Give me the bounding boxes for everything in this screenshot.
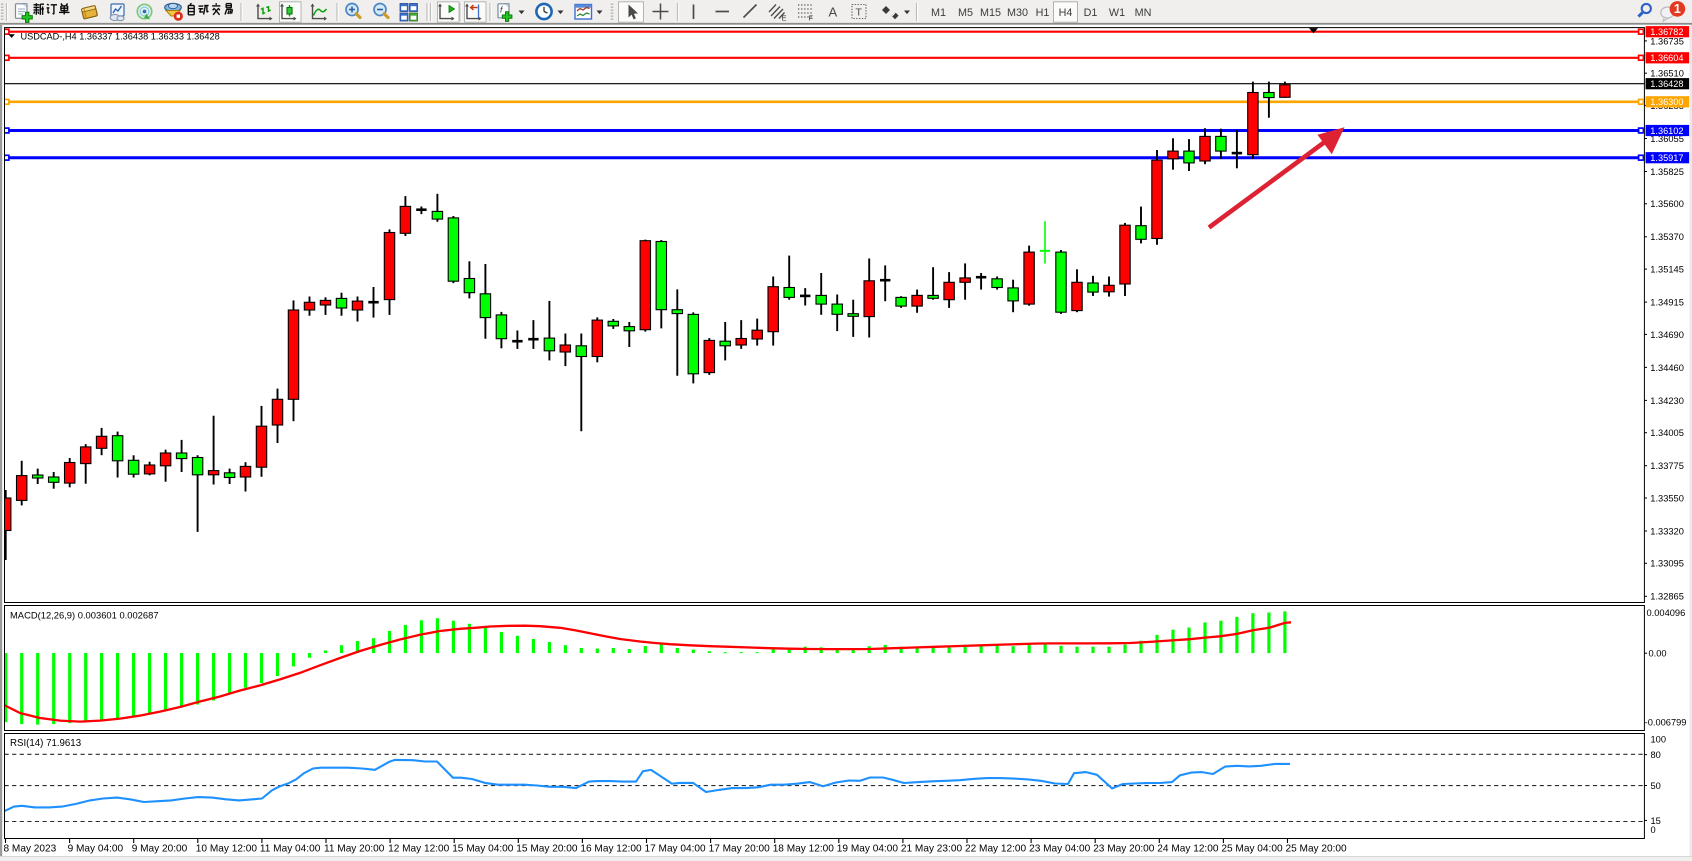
svg-text:F: F	[809, 14, 814, 23]
svg-text:1.35600: 1.35600	[1650, 199, 1684, 209]
svg-text:1.36510: 1.36510	[1650, 69, 1684, 79]
svg-text:0: 0	[1651, 825, 1656, 835]
svg-text:1.35825: 1.35825	[1650, 167, 1684, 177]
svg-text:1.33095: 1.33095	[1650, 559, 1684, 569]
svg-text:22 May 12:00: 22 May 12:00	[965, 844, 1027, 855]
svg-text:12 May 12:00: 12 May 12:00	[388, 844, 450, 855]
svg-text:1.36428: 1.36428	[1650, 79, 1683, 89]
svg-text:1.34915: 1.34915	[1650, 298, 1684, 308]
svg-text:0.004096: 0.004096	[1647, 608, 1686, 618]
svg-text:23 May 20:00: 23 May 20:00	[1093, 844, 1155, 855]
svg-text:15 May 20:00: 15 May 20:00	[516, 844, 578, 855]
svg-text:E: E	[782, 14, 787, 23]
svg-text:11 May 04:00: 11 May 04:00	[260, 844, 321, 855]
svg-text:1.35917: 1.35917	[1650, 153, 1683, 163]
svg-text:21 May 23:00: 21 May 23:00	[901, 844, 963, 855]
svg-text:1.36604: 1.36604	[1650, 53, 1683, 63]
svg-text:8 May 2023: 8 May 2023	[4, 844, 57, 855]
svg-text:19 May 04:00: 19 May 04:00	[837, 844, 899, 855]
svg-text:1.34690: 1.34690	[1650, 330, 1684, 340]
svg-text:1.33775: 1.33775	[1650, 461, 1684, 471]
svg-text:USDCAD-,H4 1.36337 1.36438 1.: USDCAD-,H4 1.36337 1.36438 1.36333 1.364…	[21, 31, 220, 41]
svg-text:9 May 20:00: 9 May 20:00	[132, 844, 188, 855]
svg-text:24 May 12:00: 24 May 12:00	[1157, 844, 1219, 855]
svg-text:10 May 12:00: 10 May 12:00	[196, 844, 258, 855]
svg-text:18 May 12:00: 18 May 12:00	[773, 844, 835, 855]
svg-text:16 May 12:00: 16 May 12:00	[580, 844, 642, 855]
svg-text:17 May 04:00: 17 May 04:00	[645, 844, 707, 855]
svg-text:100: 100	[1651, 734, 1667, 744]
svg-text:1.33550: 1.33550	[1650, 493, 1684, 503]
svg-text:1.36735: 1.36735	[1650, 36, 1684, 46]
svg-text:1.35145: 1.35145	[1650, 265, 1684, 275]
svg-text:1.34230: 1.34230	[1650, 396, 1684, 406]
svg-text:1.34460: 1.34460	[1650, 363, 1684, 373]
svg-text:MN: MN	[1135, 7, 1152, 19]
svg-text:80: 80	[1651, 750, 1661, 760]
svg-text:0.00: 0.00	[1649, 649, 1667, 659]
svg-text:M15: M15	[980, 7, 1001, 19]
svg-text:15 May 04:00: 15 May 04:00	[452, 844, 514, 855]
svg-text:1.35370: 1.35370	[1650, 232, 1684, 242]
svg-text:15: 15	[1651, 816, 1661, 826]
svg-text:25 May 04:00: 25 May 04:00	[1221, 844, 1283, 855]
svg-text:f: f	[500, 5, 504, 15]
svg-text:RSI(14) 71.9613: RSI(14) 71.9613	[10, 738, 81, 749]
svg-text:9 May 04:00: 9 May 04:00	[68, 844, 124, 855]
svg-text:D1: D1	[1084, 7, 1098, 19]
svg-text:W1: W1	[1109, 7, 1125, 19]
svg-text:M1: M1	[931, 7, 946, 19]
svg-text:H1: H1	[1036, 7, 1050, 19]
svg-text:A: A	[829, 5, 838, 20]
svg-text:M5: M5	[958, 7, 973, 19]
svg-text:25 May 20:00: 25 May 20:00	[1286, 844, 1348, 855]
svg-text:1.34005: 1.34005	[1650, 428, 1684, 438]
svg-text:H4: H4	[1059, 7, 1073, 19]
svg-text:MACD(12,26,9) 0.003601 0.00268: MACD(12,26,9) 0.003601 0.002687	[10, 610, 159, 621]
svg-text:1: 1	[1674, 2, 1681, 16]
svg-text:1.36300: 1.36300	[1650, 97, 1683, 107]
svg-text:1.36055: 1.36055	[1650, 134, 1684, 144]
svg-text:T: T	[856, 7, 863, 19]
svg-text:50: 50	[1651, 781, 1661, 791]
svg-text:M30: M30	[1007, 7, 1028, 19]
svg-text:1.32865: 1.32865	[1650, 592, 1684, 602]
svg-text:-0.006799: -0.006799	[1645, 717, 1687, 727]
svg-text:1.33320: 1.33320	[1650, 526, 1684, 536]
svg-text:11 May 20:00: 11 May 20:00	[324, 844, 385, 855]
svg-text:17 May 20:00: 17 May 20:00	[709, 844, 771, 855]
svg-text:1.36782: 1.36782	[1650, 27, 1683, 37]
svg-text:23 May 04:00: 23 May 04:00	[1029, 844, 1091, 855]
svg-text:1.36102: 1.36102	[1650, 126, 1683, 136]
